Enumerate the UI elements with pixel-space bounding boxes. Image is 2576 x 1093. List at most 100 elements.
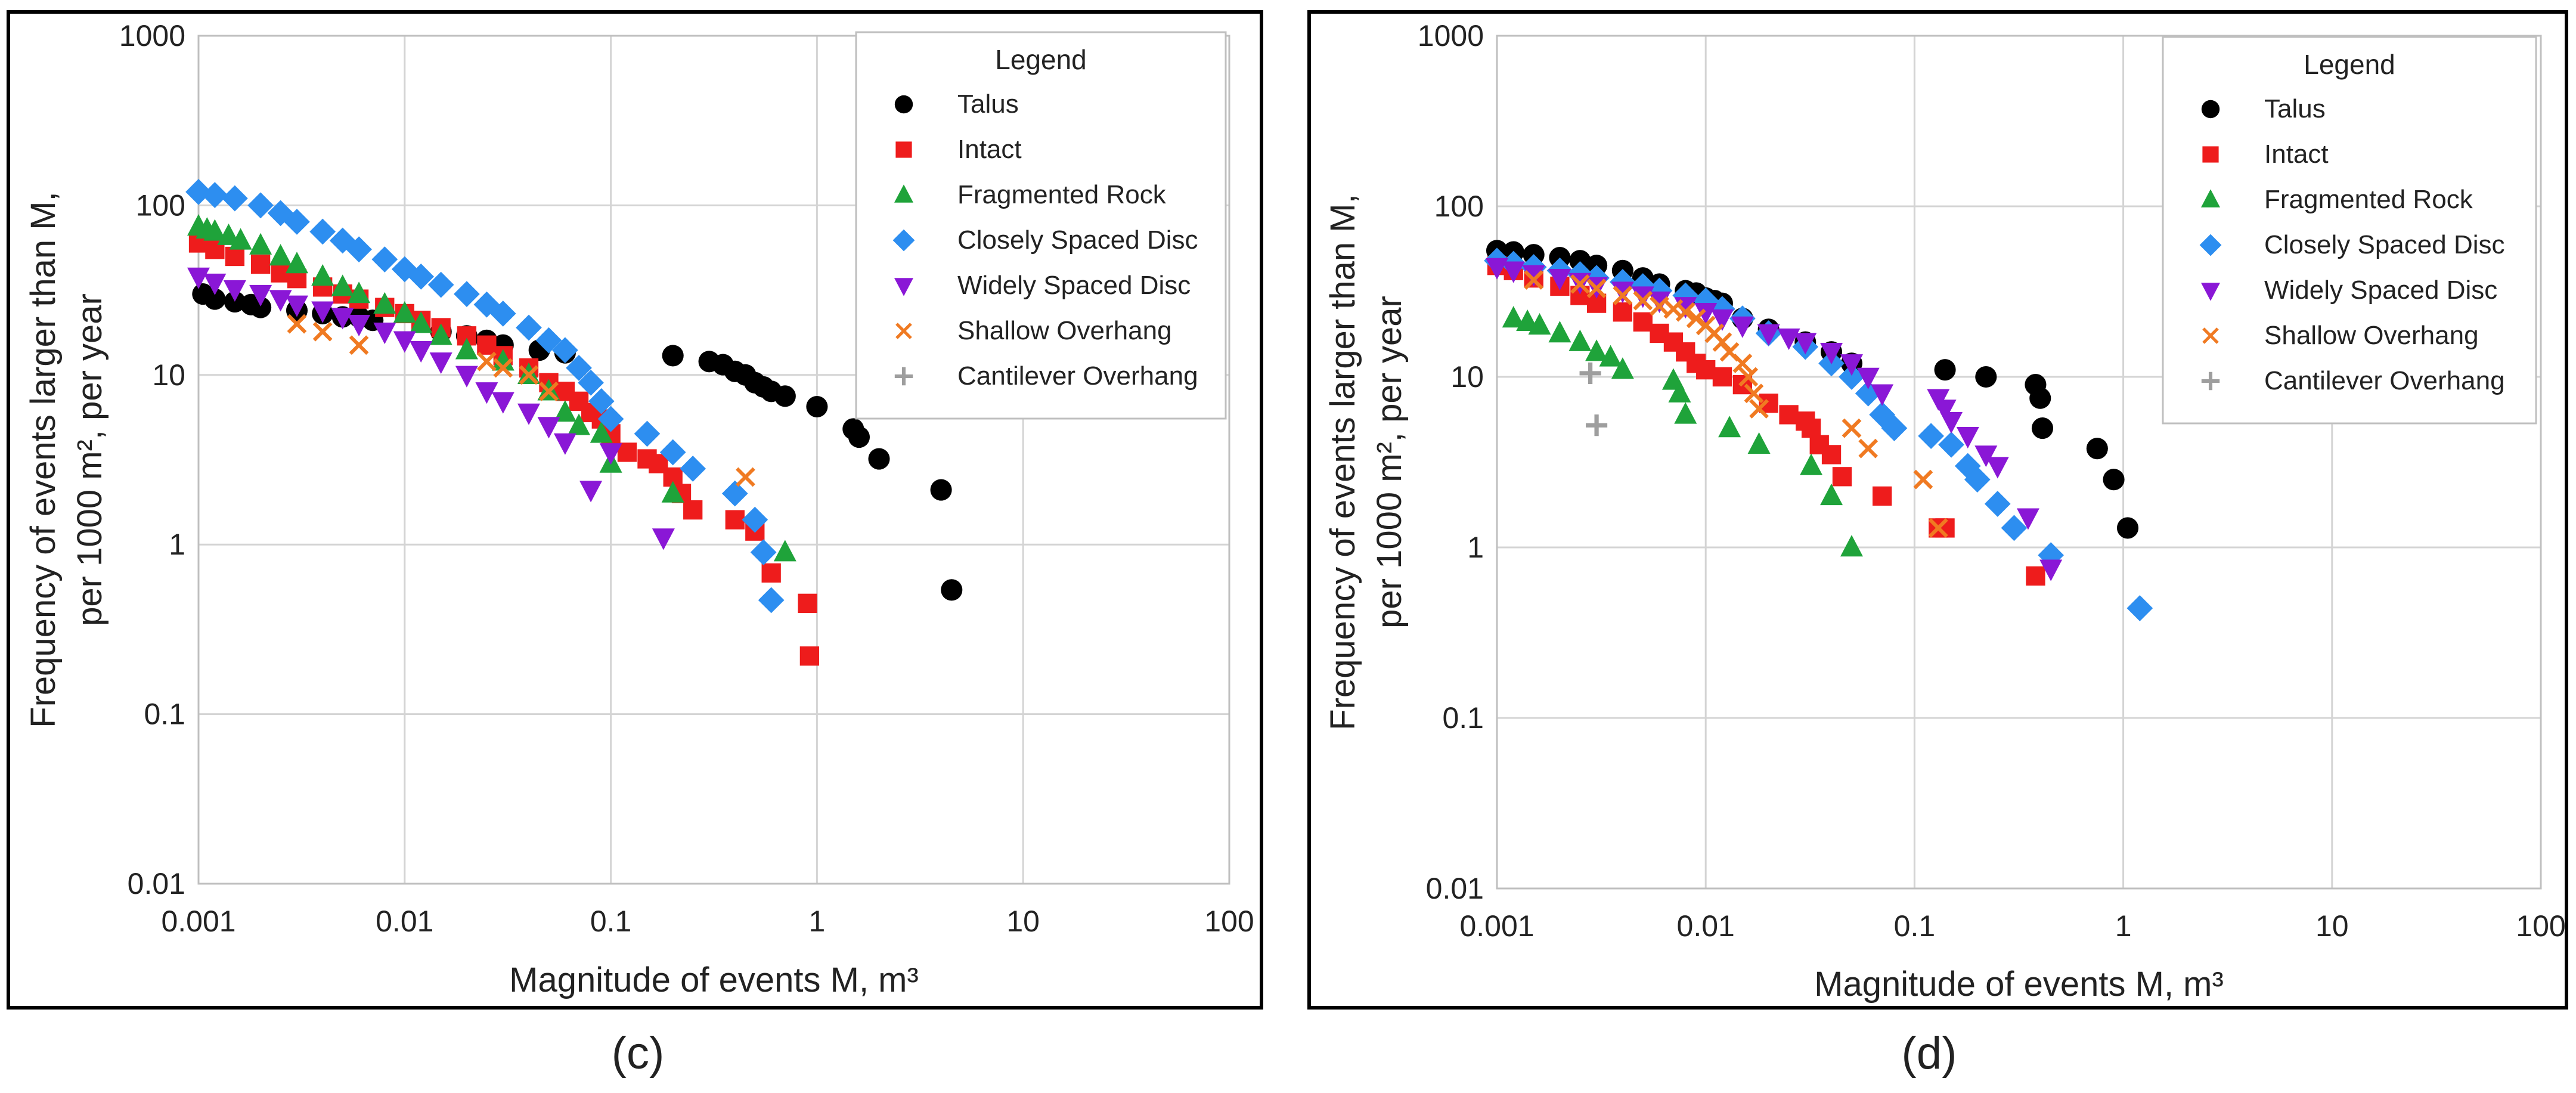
data-point <box>249 284 272 307</box>
legend-marker <box>2202 327 2219 344</box>
data-point <box>1712 367 1732 387</box>
legend-marker <box>894 367 913 386</box>
legend-label: Shallow Overhang <box>957 316 1172 345</box>
y-tick-label: 1000 <box>1418 19 1484 52</box>
data-point <box>331 274 354 296</box>
legend-item: Intact <box>895 135 1022 164</box>
data-point <box>2086 438 2108 460</box>
data-point <box>1832 467 1852 487</box>
chart-panel-d: 0.001 0.01 0.1 1 10 100 0.01 0.1 1 10 100 1000 Magn… <box>1307 10 2568 1079</box>
legend-label: Intact <box>2264 140 2329 169</box>
data-point <box>1956 426 1979 449</box>
data-point <box>774 385 796 407</box>
data-point <box>537 417 560 439</box>
data-point <box>285 252 308 274</box>
data-point <box>1984 491 2011 517</box>
legend-label: Talus <box>957 89 1019 119</box>
data-point <box>1800 453 1823 475</box>
data-point <box>331 308 354 330</box>
legend-marker <box>2201 100 2220 119</box>
data-point <box>1820 343 1843 365</box>
data-point <box>1801 418 1821 438</box>
data-point <box>371 246 398 273</box>
data-point <box>473 291 500 318</box>
series-shallow-overhang <box>1524 270 1948 538</box>
data-point <box>247 192 274 219</box>
data-point <box>267 200 294 227</box>
data-point <box>203 273 227 295</box>
data-point <box>269 290 292 312</box>
legend-item: Shallow Overhang <box>2202 321 2479 350</box>
data-point <box>491 392 514 414</box>
data-point <box>535 327 562 354</box>
x-tick-label: 0.01 <box>1677 909 1735 943</box>
data-point <box>249 233 272 255</box>
data-point <box>373 292 396 314</box>
data-point <box>217 223 240 245</box>
x-tick-label: 100 <box>2516 909 2565 943</box>
legend-item: Fragmented Rock <box>894 180 1167 209</box>
data-point <box>1633 312 1653 332</box>
data-point <box>269 244 292 266</box>
data-point <box>799 646 820 666</box>
data-point <box>552 337 578 364</box>
data-point <box>1777 328 1800 350</box>
data-point <box>489 301 516 327</box>
data-point <box>224 291 246 313</box>
data-point <box>1933 400 1957 422</box>
data-point <box>455 366 478 388</box>
legend-item: Closely Spaced Disc <box>892 225 1198 255</box>
data-point <box>568 413 591 435</box>
data-point <box>1613 302 1632 322</box>
series-cantilever-overhang <box>1579 362 1608 436</box>
legend-item: Fragmented Rock <box>2201 185 2473 214</box>
data-point <box>578 369 604 396</box>
data-point <box>1934 359 1956 381</box>
y-tick-label: 100 <box>136 188 185 222</box>
data-point <box>312 321 333 342</box>
data-point <box>1633 290 1653 311</box>
data-point <box>1674 402 1697 424</box>
data-point <box>1696 360 1716 380</box>
data-point <box>683 500 703 520</box>
data-point <box>2029 387 2051 409</box>
x-tick-label: 10 <box>1006 905 1040 938</box>
data-point <box>287 314 307 334</box>
legend-item: Talus <box>894 89 1019 119</box>
data-point <box>1938 431 1964 458</box>
legend-label: Intact <box>957 135 1022 164</box>
y-tick-label: 10 <box>152 358 185 392</box>
data-point <box>1548 268 1571 291</box>
data-point <box>454 281 480 307</box>
data-point <box>1586 414 1608 436</box>
data-point <box>2026 566 2045 586</box>
data-point <box>1873 486 1892 506</box>
legend-marker <box>892 229 915 252</box>
data-point <box>1820 484 1843 506</box>
data-point <box>736 467 755 487</box>
plot-area-border <box>1496 35 2542 890</box>
legend: Legend Talus Intact Fragmented Rock Closely… <box>2162 36 2537 425</box>
data-point <box>223 280 246 302</box>
data-points <box>1484 240 2153 621</box>
data-point <box>285 295 308 317</box>
data-point <box>539 381 559 401</box>
data-point <box>659 439 686 466</box>
panel-label: (c) <box>612 1028 665 1079</box>
data-point <box>1599 345 1622 367</box>
series-shallow-overhang <box>287 314 755 487</box>
legend-label: Fragmented Rock <box>2264 185 2473 214</box>
data-point <box>222 185 248 212</box>
data-point <box>1840 535 1863 557</box>
data-point <box>2116 517 2139 539</box>
legend-item: Talus <box>2201 94 2326 123</box>
x-tick-label: 0.001 <box>161 905 235 938</box>
y-tick-label: 1 <box>169 528 185 561</box>
legend-marker <box>2202 146 2219 163</box>
data-point <box>1502 306 1525 328</box>
data-point <box>553 433 576 455</box>
legend-item: Cantilever Overhang <box>894 361 1198 391</box>
legend-title: Legend <box>995 44 1087 75</box>
data-point <box>721 480 748 507</box>
data-point <box>393 301 416 323</box>
